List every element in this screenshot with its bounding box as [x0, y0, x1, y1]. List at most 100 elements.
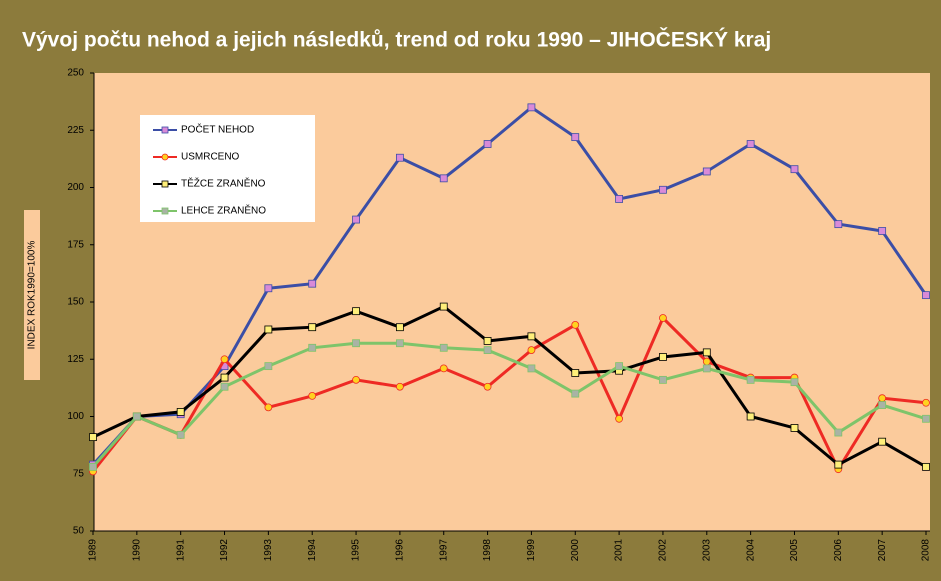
point [878, 394, 887, 403]
point [264, 403, 273, 412]
point [308, 279, 317, 288]
point [483, 140, 492, 148]
x-tick-label: 1994 [307, 539, 318, 562]
point [527, 332, 536, 341]
point [527, 364, 536, 373]
point [308, 323, 317, 332]
point [571, 133, 580, 142]
point [395, 339, 404, 348]
x-tick-label: 1998 [482, 539, 493, 562]
point [615, 414, 624, 423]
chart-title: Vývoj počtu nehod a jejich následků, tre… [22, 28, 771, 52]
y-tick-label: 75 [73, 468, 85, 479]
legend-label: LEHCE ZRANĚNO [181, 204, 266, 217]
point [659, 314, 667, 322]
series-line [91, 105, 928, 466]
point [922, 414, 930, 423]
legend-marker [161, 153, 169, 161]
point [352, 375, 360, 384]
x-tick-label: 1992 [219, 539, 230, 562]
point [790, 424, 799, 432]
point [220, 373, 229, 382]
x-tick-label: 2004 [745, 539, 756, 562]
point [571, 389, 580, 398]
point [659, 185, 667, 194]
point [527, 346, 536, 354]
x-tick-label: 1993 [263, 539, 274, 562]
point [395, 153, 404, 162]
point [352, 307, 360, 316]
point [89, 433, 97, 442]
point [176, 430, 185, 439]
point [352, 215, 360, 224]
point [89, 462, 97, 471]
point [395, 323, 404, 332]
legend-label: TĚŽCE ZRANĚNO [181, 177, 266, 190]
y-tick-label: 250 [67, 68, 84, 79]
y-tick-label: 100 [67, 411, 84, 422]
legend-marker [161, 126, 169, 134]
point [702, 357, 711, 366]
point [878, 401, 887, 409]
x-tick-label: 1997 [438, 539, 449, 562]
x-tick-label: 1995 [351, 539, 362, 562]
point [527, 103, 536, 112]
x-tick-label: 2005 [789, 539, 800, 562]
point [615, 195, 624, 203]
y-tick-label: 150 [67, 297, 84, 308]
legend-label: POČET NEHOD [181, 123, 254, 136]
point [702, 167, 711, 176]
point [132, 412, 141, 421]
point [790, 378, 799, 387]
point [264, 362, 273, 371]
x-tick-label: 2001 [614, 539, 625, 562]
x-tick-label: 1999 [526, 539, 537, 562]
y-label-box [24, 210, 40, 380]
x-tick-label: 1991 [175, 539, 186, 562]
point [746, 412, 755, 421]
x-tick-label: 2003 [701, 539, 712, 562]
legend-label: USMRCENO [181, 152, 240, 163]
x-tick-label: 1990 [131, 539, 142, 562]
point [264, 325, 273, 334]
point [483, 346, 492, 354]
point [439, 302, 448, 311]
point [264, 284, 273, 293]
point [834, 428, 843, 437]
x-tick-label: 2007 [877, 539, 888, 562]
y-tick-label: 125 [67, 354, 84, 365]
point [922, 398, 930, 407]
legend [140, 115, 315, 222]
y-tick-label: 175 [67, 239, 84, 250]
point [352, 339, 360, 348]
x-tick-label: 2002 [658, 539, 669, 562]
point [308, 343, 317, 352]
series-line [91, 341, 927, 468]
x-tick-label: 1989 [88, 539, 99, 562]
point [571, 320, 580, 329]
legend-marker [161, 180, 169, 188]
point [878, 227, 887, 235]
point [571, 369, 580, 377]
point [659, 353, 667, 361]
point [702, 364, 711, 373]
legend-marker [161, 207, 169, 215]
y-tick-label: 50 [73, 526, 85, 537]
point [439, 343, 448, 352]
point [922, 291, 930, 300]
series-line [92, 304, 927, 469]
point [483, 337, 492, 345]
point [790, 165, 799, 174]
point [483, 382, 492, 391]
y-axis-label: INDEX ROK1990=100% [27, 241, 38, 350]
point [834, 460, 843, 469]
series-line [91, 315, 927, 473]
point [220, 355, 229, 364]
point [746, 375, 755, 384]
point [439, 364, 448, 373]
point [878, 437, 887, 446]
x-tick-label: 2008 [921, 539, 932, 562]
point [176, 408, 185, 416]
